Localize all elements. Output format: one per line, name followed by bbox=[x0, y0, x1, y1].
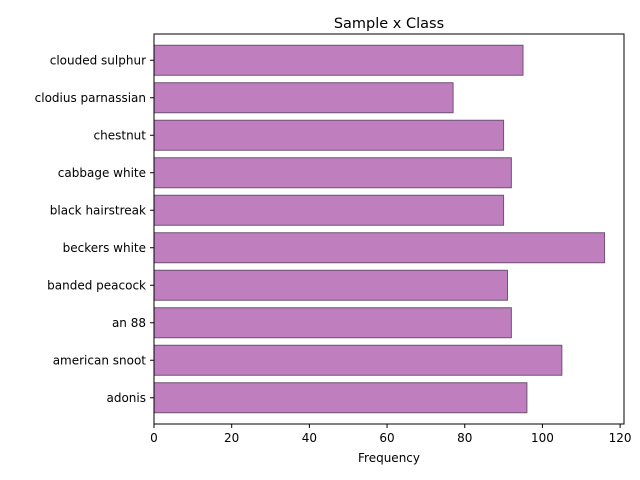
x-tick-label: 120 bbox=[609, 431, 632, 445]
bar-banded-peacock bbox=[153, 269, 508, 301]
plot-frame bbox=[153, 33, 625, 425]
bar-black-hairstreak bbox=[153, 194, 505, 226]
bars-group bbox=[153, 44, 606, 414]
bar-chestnut bbox=[153, 119, 505, 151]
y-tick-label: cabbage white bbox=[58, 166, 146, 180]
x-axis-label: Frequency bbox=[358, 451, 420, 465]
y-tick-label: beckers white bbox=[63, 241, 146, 255]
y-tick-label: banded peacock bbox=[47, 278, 146, 292]
bar-adonis bbox=[153, 382, 528, 414]
bar-an-88 bbox=[153, 307, 512, 339]
y-tick-label: chestnut bbox=[94, 128, 147, 142]
bar-beckers-white bbox=[153, 232, 606, 264]
chart-title: Sample x Class bbox=[334, 16, 444, 32]
y-tick-label: adonis bbox=[106, 391, 146, 405]
x-tick-label: 20 bbox=[224, 431, 239, 445]
bar-cabbage-white bbox=[153, 157, 512, 189]
x-tick-label: 0 bbox=[150, 431, 158, 445]
bar-clodius-parnassian bbox=[153, 82, 454, 114]
y-axis-ticks: adonis american snoot an 88 banded peacock b… bbox=[35, 53, 154, 405]
y-tick-label: american snoot bbox=[53, 353, 147, 367]
x-axis-ticks: 0 20 40 60 80 100 120 bbox=[150, 424, 632, 445]
x-tick-label: 60 bbox=[379, 431, 394, 445]
bar-clouded-sulphur bbox=[153, 44, 524, 76]
y-tick-label: clodius parnassian bbox=[35, 91, 146, 105]
x-tick-label: 40 bbox=[302, 431, 317, 445]
y-tick-label: clouded sulphur bbox=[50, 53, 146, 67]
y-tick-label: black hairstreak bbox=[50, 203, 146, 217]
x-tick-label: 100 bbox=[531, 431, 554, 445]
x-tick-label: 80 bbox=[457, 431, 472, 445]
y-tick-label: an 88 bbox=[112, 316, 146, 330]
bar-american-snoot bbox=[153, 344, 563, 376]
